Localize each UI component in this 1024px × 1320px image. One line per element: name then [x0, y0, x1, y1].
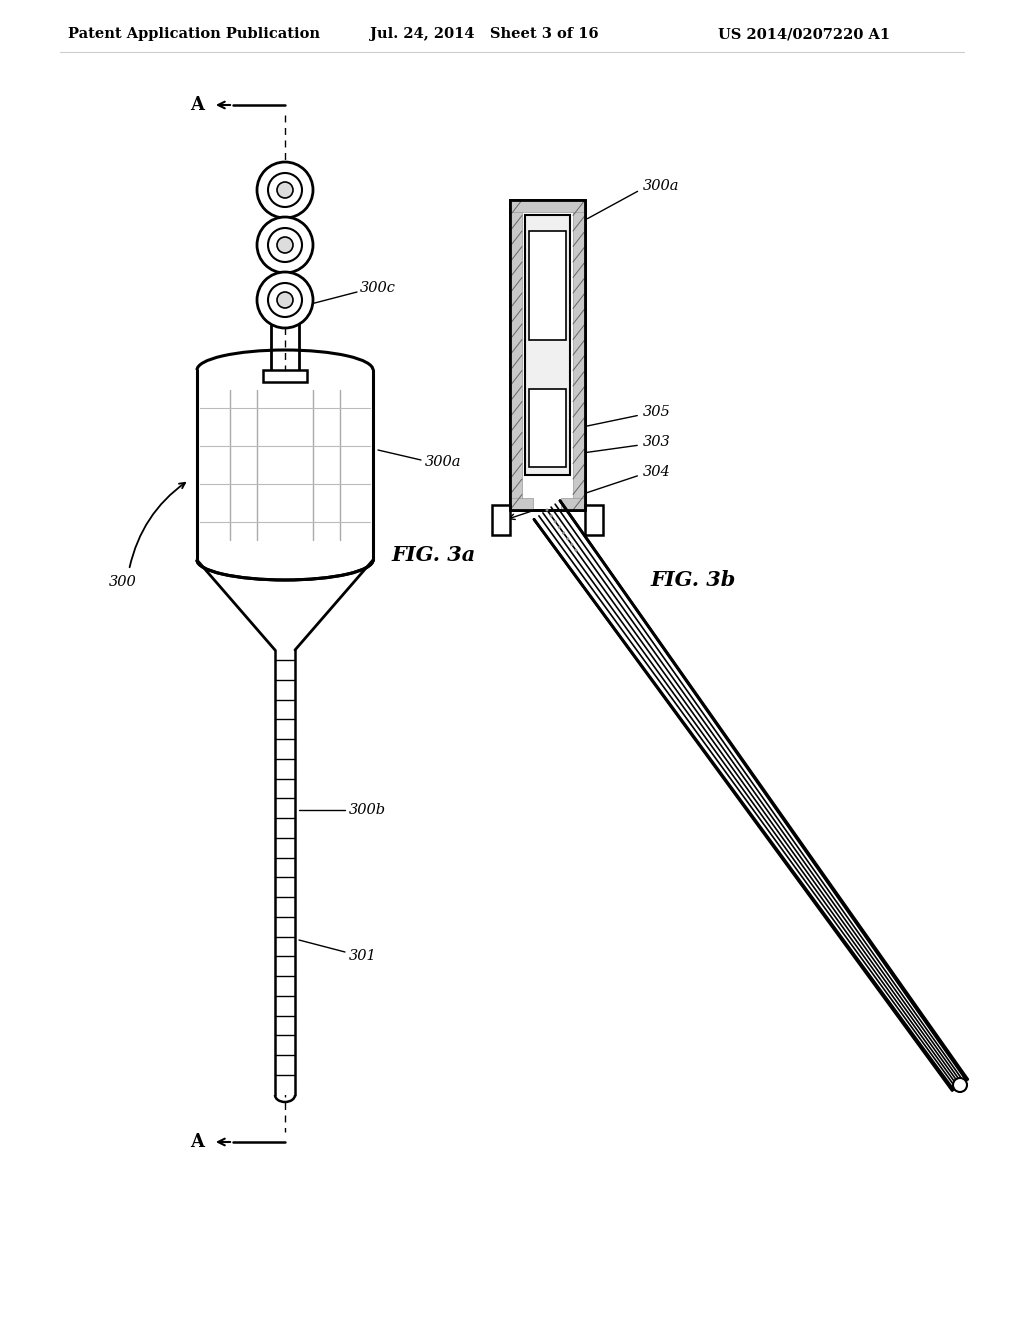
Polygon shape: [510, 201, 585, 510]
Text: Jul. 24, 2014   Sheet 3 of 16: Jul. 24, 2014 Sheet 3 of 16: [370, 26, 599, 41]
Circle shape: [268, 173, 302, 207]
Bar: [510, 201, 585, 510]
Text: A: A: [190, 1133, 204, 1151]
Polygon shape: [561, 498, 585, 510]
Circle shape: [953, 1078, 967, 1092]
Circle shape: [554, 520, 557, 523]
Bar: [263, 370, 307, 381]
Text: 303: 303: [643, 436, 671, 449]
Bar: [197, 370, 373, 560]
Circle shape: [558, 525, 561, 529]
Text: 300c: 300c: [360, 281, 396, 294]
Text: FIG. 3a: FIG. 3a: [391, 545, 475, 565]
Text: 304: 304: [643, 465, 671, 479]
Bar: [529, 231, 566, 339]
Circle shape: [278, 182, 293, 198]
Text: US 2014/0207220 A1: US 2014/0207220 A1: [718, 26, 890, 41]
Circle shape: [566, 537, 569, 540]
Circle shape: [546, 508, 549, 511]
Text: 301: 301: [349, 949, 377, 964]
Circle shape: [268, 282, 302, 317]
Bar: [275, 649, 295, 1096]
Circle shape: [257, 272, 313, 327]
Circle shape: [562, 532, 565, 535]
Polygon shape: [197, 560, 373, 649]
Circle shape: [278, 292, 293, 308]
Circle shape: [257, 216, 313, 273]
Circle shape: [278, 238, 293, 253]
Polygon shape: [573, 201, 585, 510]
Bar: [525, 215, 570, 475]
Circle shape: [550, 515, 553, 517]
Text: 305: 305: [643, 405, 671, 418]
Text: 300a: 300a: [643, 180, 680, 193]
Bar: [492, 506, 510, 535]
Bar: [585, 506, 603, 535]
Circle shape: [257, 162, 313, 218]
Circle shape: [268, 228, 302, 261]
Text: 300: 300: [110, 576, 137, 589]
Circle shape: [570, 543, 573, 546]
Text: 300b: 300b: [349, 803, 386, 817]
Polygon shape: [510, 498, 534, 510]
Polygon shape: [510, 201, 522, 510]
Text: A: A: [190, 96, 204, 114]
Text: 300a: 300a: [425, 455, 462, 469]
Text: FIG. 3b: FIG. 3b: [650, 570, 735, 590]
Circle shape: [574, 549, 578, 552]
Bar: [279, 216, 291, 219]
Polygon shape: [510, 201, 585, 213]
Bar: [529, 389, 566, 467]
Bar: [279, 271, 291, 275]
Text: Patent Application Publication: Patent Application Publication: [68, 26, 319, 41]
